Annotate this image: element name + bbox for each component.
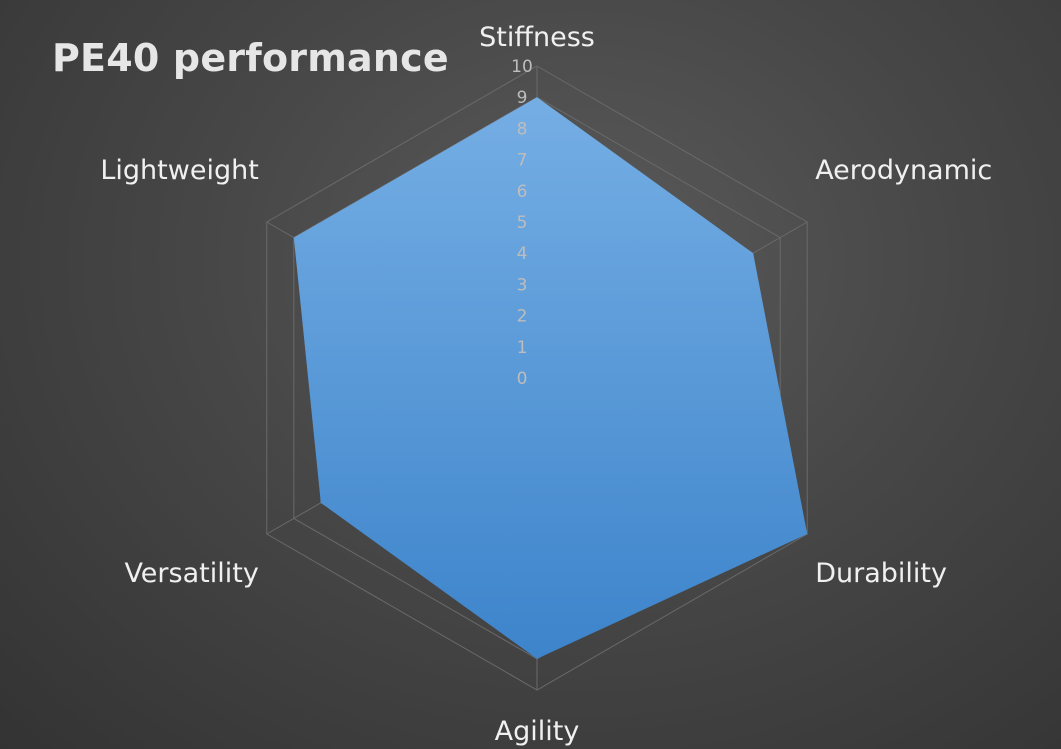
radial-tick-label: 7	[517, 151, 528, 171]
radar-data-point	[536, 658, 538, 660]
radial-axis-ticks: 0 1 2 3 4 5 6 7 8 9 10	[511, 57, 533, 389]
radial-tick-label: 5	[517, 213, 528, 233]
radial-tick-label: 4	[517, 244, 528, 264]
category-label: Versatility	[124, 558, 258, 589]
radial-tick-label: 9	[517, 88, 528, 108]
radar-data-point	[293, 237, 295, 239]
chart-title: PE40 performance	[52, 36, 449, 80]
category-label: Lightweight	[100, 155, 258, 186]
radar-data-point	[320, 502, 322, 504]
radar-series-layer	[293, 96, 808, 660]
radar-data-point	[752, 252, 754, 254]
radial-tick-label: 6	[517, 182, 528, 202]
category-label: Agility	[495, 716, 580, 747]
radial-tick-label: 1	[517, 338, 528, 358]
radial-tick-label: 0	[517, 369, 528, 389]
radial-tick-label: 2	[517, 307, 528, 327]
radar-data-point	[806, 533, 808, 535]
category-label: Stiffness	[479, 22, 595, 53]
radar-data-point	[536, 96, 538, 98]
radar-series-area	[293, 97, 808, 659]
category-label: Aerodynamic	[815, 155, 992, 186]
radial-tick-label: 10	[511, 57, 533, 77]
radial-tick-label: 3	[517, 275, 528, 295]
category-label: Durability	[815, 558, 947, 589]
category-labels: Stiffness Aerodynamic Durability Agility Ver…	[100, 22, 992, 747]
radial-tick-label: 8	[517, 119, 528, 139]
